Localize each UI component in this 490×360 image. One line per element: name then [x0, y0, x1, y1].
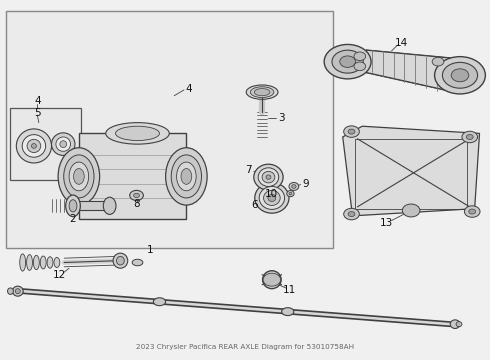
Circle shape: [348, 212, 355, 217]
Text: 8: 8: [133, 199, 140, 210]
Ellipse shape: [54, 257, 60, 267]
Text: 9: 9: [303, 179, 309, 189]
Circle shape: [343, 208, 359, 220]
Polygon shape: [366, 50, 450, 91]
Text: 2: 2: [70, 215, 76, 224]
Text: 14: 14: [395, 38, 408, 48]
Ellipse shape: [450, 320, 460, 328]
Circle shape: [432, 57, 444, 66]
Polygon shape: [23, 289, 450, 326]
Circle shape: [465, 206, 480, 217]
Text: 4: 4: [186, 84, 192, 94]
Text: 1: 1: [147, 245, 153, 255]
Circle shape: [340, 56, 355, 67]
Text: 13: 13: [380, 218, 393, 228]
Ellipse shape: [117, 256, 124, 265]
Ellipse shape: [250, 87, 274, 98]
Circle shape: [451, 69, 469, 82]
Ellipse shape: [282, 308, 294, 316]
Bar: [73, 201, 110, 211]
Ellipse shape: [176, 162, 196, 191]
Ellipse shape: [22, 135, 46, 157]
Circle shape: [462, 131, 478, 143]
Ellipse shape: [255, 183, 289, 213]
Circle shape: [134, 193, 140, 198]
Circle shape: [354, 52, 366, 60]
Ellipse shape: [262, 171, 275, 183]
Ellipse shape: [16, 129, 51, 163]
Ellipse shape: [268, 194, 276, 202]
Ellipse shape: [289, 192, 292, 195]
Circle shape: [263, 273, 281, 286]
Ellipse shape: [289, 183, 299, 190]
Ellipse shape: [181, 168, 192, 184]
Ellipse shape: [246, 85, 278, 99]
Ellipse shape: [254, 164, 283, 190]
Ellipse shape: [64, 155, 94, 198]
Circle shape: [324, 44, 371, 79]
Ellipse shape: [456, 321, 462, 327]
Ellipse shape: [31, 144, 36, 148]
Ellipse shape: [74, 168, 84, 184]
Ellipse shape: [51, 133, 75, 156]
Ellipse shape: [7, 288, 13, 294]
Circle shape: [348, 129, 355, 134]
Circle shape: [442, 62, 478, 88]
Text: 6: 6: [251, 200, 258, 210]
Ellipse shape: [60, 141, 67, 148]
Ellipse shape: [58, 148, 99, 205]
Ellipse shape: [103, 197, 116, 215]
Text: 12: 12: [53, 270, 66, 280]
Ellipse shape: [66, 195, 80, 217]
Ellipse shape: [166, 148, 207, 205]
Text: 7: 7: [245, 165, 252, 175]
Ellipse shape: [113, 253, 128, 268]
Ellipse shape: [171, 155, 201, 198]
Ellipse shape: [56, 137, 71, 151]
Ellipse shape: [20, 254, 25, 271]
Ellipse shape: [287, 190, 294, 197]
Circle shape: [469, 209, 476, 214]
Ellipse shape: [263, 271, 281, 289]
Polygon shape: [343, 126, 480, 216]
Ellipse shape: [259, 186, 285, 210]
Ellipse shape: [33, 255, 39, 270]
Ellipse shape: [264, 190, 280, 206]
Ellipse shape: [106, 123, 169, 144]
Ellipse shape: [266, 175, 271, 179]
Ellipse shape: [47, 257, 53, 268]
Circle shape: [130, 190, 144, 201]
Circle shape: [402, 204, 420, 217]
Ellipse shape: [40, 256, 46, 269]
Text: 3: 3: [278, 113, 285, 123]
Ellipse shape: [116, 126, 159, 140]
Circle shape: [343, 126, 359, 137]
Text: 4: 4: [34, 96, 41, 106]
Text: 10: 10: [264, 189, 277, 199]
Bar: [5, 12, 333, 248]
Bar: [355, 139, 467, 209]
Circle shape: [435, 57, 486, 94]
Ellipse shape: [132, 259, 143, 266]
Ellipse shape: [258, 168, 279, 186]
Ellipse shape: [26, 255, 32, 270]
Text: 2023 Chrysler Pacifica REAR AXLE Diagram for 53010758AH: 2023 Chrysler Pacifica REAR AXLE Diagram…: [136, 345, 354, 350]
Text: 5: 5: [34, 108, 41, 118]
Bar: [79, 134, 186, 220]
Circle shape: [332, 50, 363, 73]
Ellipse shape: [153, 298, 166, 306]
Text: 11: 11: [282, 285, 295, 296]
Ellipse shape: [15, 289, 20, 294]
Ellipse shape: [69, 162, 89, 191]
Ellipse shape: [27, 139, 41, 153]
Ellipse shape: [12, 286, 23, 296]
Ellipse shape: [292, 185, 296, 188]
Ellipse shape: [254, 89, 270, 96]
Ellipse shape: [69, 200, 77, 212]
Circle shape: [354, 62, 366, 71]
Circle shape: [466, 134, 473, 139]
Bar: [10, 108, 81, 180]
